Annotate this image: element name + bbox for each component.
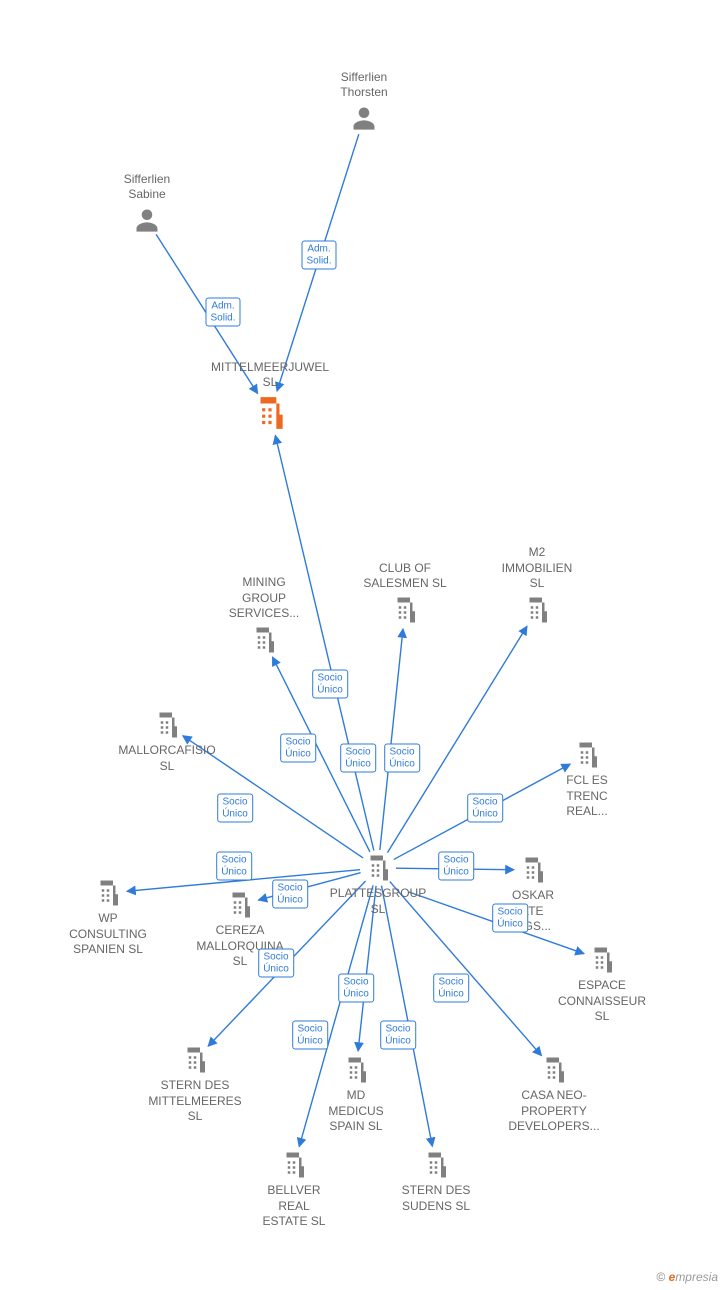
node-label: STERN DES SUDENS SL [376, 1183, 496, 1214]
edge-label: SocioÚnico [384, 744, 420, 773]
edge [258, 873, 360, 900]
building-icon [345, 595, 465, 625]
edge [156, 234, 258, 393]
node-md: MD MEDICUS SPAIN SL [301, 1055, 411, 1135]
node-label: ESPACE CONNAISSEUR SL [537, 978, 667, 1025]
node-label: MINING GROUP SERVICES... [204, 575, 324, 622]
building-icon [376, 1150, 496, 1180]
building-icon [313, 853, 443, 883]
building-icon [48, 878, 168, 908]
node-label: CEREZA MALLORQUINA SL [175, 923, 305, 970]
person-icon [319, 104, 409, 132]
edge-label: SocioÚnico [258, 949, 294, 978]
node-label: CLUB OF SALESMEN SL [345, 561, 465, 592]
edge [127, 870, 360, 892]
node-bellver: BELLVER REAL ESTATE SL [239, 1150, 349, 1230]
node-casa: CASA NEO- PROPERTY DEVELOPERS... [484, 1055, 624, 1135]
building-icon [537, 945, 667, 975]
edge [387, 626, 527, 853]
edge-label: SocioÚnico [433, 974, 469, 1003]
building-icon [482, 595, 592, 625]
building-icon [484, 1055, 624, 1085]
edge-label: SocioÚnico [492, 904, 528, 933]
edge-label: SocioÚnico [340, 744, 376, 773]
edge [380, 629, 403, 850]
edge [394, 764, 570, 859]
node-label: MITTELMEERJUWEL SL [190, 360, 350, 391]
node-label: OSKAR LTE NGS... [488, 888, 578, 935]
node-label: Sifferlien Sabine [102, 172, 192, 203]
building-icon [102, 710, 232, 740]
watermark-brand-rest: mpresia [675, 1270, 718, 1284]
node-label: M2 IMMOBILIEN SL [482, 545, 592, 592]
node-label: FCL ES TRENC REAL... [532, 773, 642, 820]
node-mittelmeer: MITTELMEERJUWEL SL [190, 360, 350, 432]
person-icon [102, 206, 192, 234]
building-icon [532, 740, 642, 770]
building-icon [488, 855, 578, 885]
building-icon [190, 394, 350, 432]
node-label: MALLORCAFISIO SL [102, 743, 232, 774]
edge [409, 892, 584, 954]
building-icon [175, 890, 305, 920]
node-label: CASA NEO- PROPERTY DEVELOPERS... [484, 1088, 624, 1135]
diagram-canvas [0, 0, 728, 1290]
edge-label: SocioÚnico [217, 794, 253, 823]
node-sabine: Sifferlien Sabine [102, 172, 192, 234]
building-icon [125, 1045, 265, 1075]
node-fcl: FCL ES TRENC REAL... [532, 740, 642, 820]
edge-label: Adm.Solid. [301, 241, 336, 270]
edge [390, 882, 542, 1056]
edge [272, 657, 369, 852]
edge-label: SocioÚnico [272, 880, 308, 909]
node-mallorca: MALLORCAFISIO SL [102, 710, 232, 774]
edge [208, 881, 365, 1046]
node-wp: WP CONSULTING SPANIEN SL [48, 878, 168, 958]
edge [277, 134, 359, 391]
copyright-symbol: © [656, 1270, 665, 1284]
node-mining: MINING GROUP SERVICES... [204, 575, 324, 655]
building-icon [301, 1055, 411, 1085]
node-thorsten: Sifferlien Thorsten [319, 70, 409, 132]
node-espace: ESPACE CONNAISSEUR SL [537, 945, 667, 1025]
edge-label: SocioÚnico [380, 1021, 416, 1050]
edge-label: SocioÚnico [280, 734, 316, 763]
node-plattes: PLATTESGROUP SL [313, 853, 443, 917]
edge [299, 885, 373, 1146]
edge-label: SocioÚnico [312, 670, 348, 699]
node-label: BELLVER REAL ESTATE SL [239, 1183, 349, 1230]
building-icon [239, 1150, 349, 1180]
node-stern_m: STERN DES MITTELMEERES SL [125, 1045, 265, 1125]
edge-label: SocioÚnico [216, 852, 252, 881]
node-label: STERN DES MITTELMEERES SL [125, 1078, 265, 1125]
edge-label: SocioÚnico [338, 974, 374, 1003]
node-label: WP CONSULTING SPANIEN SL [48, 911, 168, 958]
node-label: Sifferlien Thorsten [319, 70, 409, 101]
edge [358, 886, 376, 1051]
edge [396, 868, 514, 870]
node-label: MD MEDICUS SPAIN SL [301, 1088, 411, 1135]
node-oskar: OSKAR LTE NGS... [488, 855, 578, 935]
edge-label: SocioÚnico [292, 1021, 328, 1050]
edge-label: Adm.Solid. [205, 298, 240, 327]
building-icon [204, 625, 324, 655]
node-cereza: CEREZA MALLORQUINA SL [175, 890, 305, 970]
edge-label: SocioÚnico [438, 852, 474, 881]
node-stern_s: STERN DES SUDENS SL [376, 1150, 496, 1214]
edge [275, 435, 374, 850]
node-label: PLATTESGROUP SL [313, 886, 443, 917]
edge-label: SocioÚnico [467, 794, 503, 823]
watermark: © empresia [656, 1270, 718, 1284]
node-club: CLUB OF SALESMEN SL [345, 561, 465, 625]
edge [381, 886, 432, 1147]
node-m2: M2 IMMOBILIEN SL [482, 545, 592, 625]
edge [183, 736, 363, 858]
